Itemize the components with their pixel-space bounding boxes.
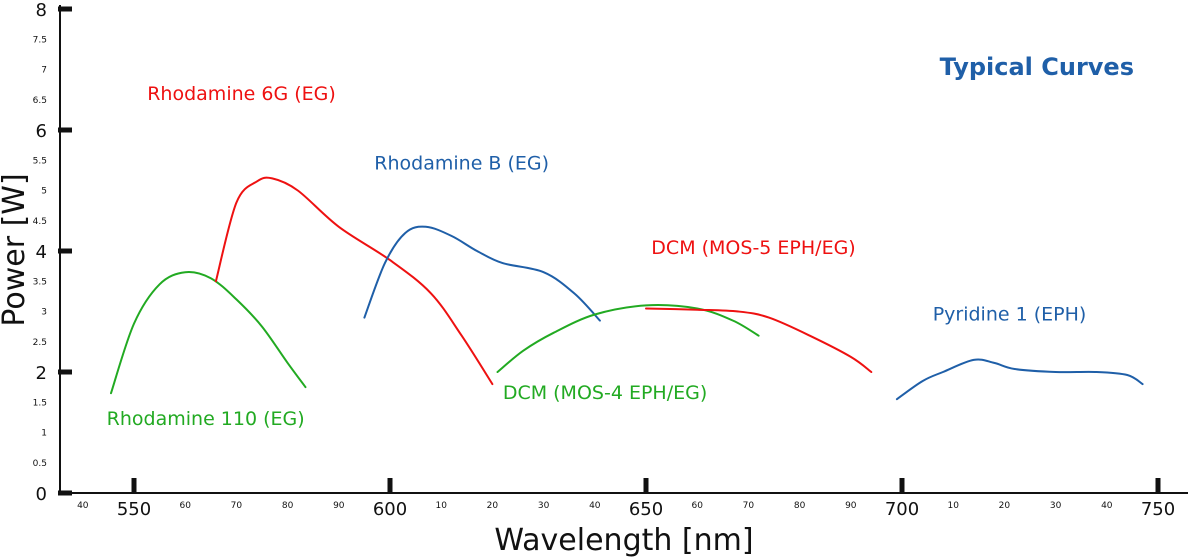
x-major-tick-label: 750 xyxy=(1141,499,1175,520)
x-minor-tick-label: 10 xyxy=(435,501,447,511)
x-minor-tick-label: 90 xyxy=(333,501,345,511)
y-minor-tick-label: 6.5 xyxy=(33,96,47,106)
y-minor-tick-label: 4.5 xyxy=(33,217,47,227)
x-axis-ticks: 550 600 650 700 750 40 60 70 80 90 10 20 30 40 60 70 80 9… xyxy=(77,478,1175,520)
x-minor-tick-label: 80 xyxy=(282,501,294,511)
x-minor-tick-label: 20 xyxy=(487,501,499,511)
y-major-tick-label: 6 xyxy=(36,121,47,142)
x-axis: 550 600 650 700 750 40 60 70 80 90 10 20 30 40 60 70 80 9… xyxy=(60,478,1188,520)
series-label-rhodamine-110-eg: Rhodamine 110 (EG) xyxy=(107,408,305,430)
series-label-rhodamine-b-eg: Rhodamine B (EG) xyxy=(374,152,549,174)
x-minor-tick-label: 70 xyxy=(231,501,243,511)
series-line-rhodamine-110-eg xyxy=(110,270,307,395)
y-minor-tick-label: 5.5 xyxy=(33,156,47,166)
x-minor-tick-label: 20 xyxy=(999,501,1011,511)
x-minor-tick-label: 40 xyxy=(1101,501,1113,511)
x-major-tick-label: 600 xyxy=(373,499,407,520)
x-major-tick-label: 700 xyxy=(885,499,919,520)
chart-title: Typical Curves xyxy=(940,53,1134,81)
series-label-pyridine-1-eph: Pyridine 1 (EPH) xyxy=(933,304,1087,326)
x-major-tick-label: 550 xyxy=(117,499,151,520)
x-minor-tick-label: 60 xyxy=(691,501,703,511)
y-major-tick-label: 0 xyxy=(36,484,47,505)
series-lines xyxy=(110,176,1144,401)
series-line-rhodamine-b-eg xyxy=(363,225,601,322)
x-minor-tick-label: 30 xyxy=(1050,501,1062,511)
y-major-tick-label: 2 xyxy=(36,363,47,384)
series-line-pyridine-1-eph xyxy=(895,358,1144,401)
x-minor-tick-label: 90 xyxy=(845,501,857,511)
series-line-dcm-mos-5-eph-eg xyxy=(645,307,873,373)
x-minor-tick-label: 10 xyxy=(947,501,959,511)
series-line-dcm-mos-4-eph-eg xyxy=(496,304,760,373)
y-axis-title: Power [W] xyxy=(0,173,32,326)
y-minor-tick-label: 1.5 xyxy=(33,398,47,408)
y-axis: 0 2 4 6 8 0.5 1 1.5 2.5 3 3.5 4.5 5 5.5 6.5 7 7.5 xyxy=(33,0,72,505)
y-minor-tick-label: 3.5 xyxy=(33,277,47,287)
x-minor-tick-label: 40 xyxy=(77,501,89,511)
x-minor-tick-label: 70 xyxy=(743,501,755,511)
x-axis-title: Wavelength [nm] xyxy=(494,523,753,557)
y-major-tick-label: 4 xyxy=(36,242,47,263)
series-label-dcm-mos-4-eph-eg: DCM (MOS-4 EPH/EG) xyxy=(503,382,707,404)
x-minor-tick-label: 40 xyxy=(589,501,601,511)
x-minor-tick-label: 30 xyxy=(538,501,550,511)
y-minor-tick-label: 7.5 xyxy=(33,35,47,45)
x-minor-tick-label: 60 xyxy=(179,501,191,511)
x-minor-tick-label: 80 xyxy=(794,501,806,511)
series-label-dcm-mos-5-eph-eg: DCM (MOS-5 EPH/EG) xyxy=(651,237,855,259)
y-minor-tick-label: 2.5 xyxy=(33,338,47,348)
y-minor-tick-label: 3 xyxy=(41,308,47,318)
series-label-rhodamine-6g-eg: Rhodamine 6G (EG) xyxy=(147,83,336,105)
y-minor-tick-label: 5 xyxy=(41,187,47,197)
y-major-tick-label: 8 xyxy=(36,0,47,21)
x-major-tick-label: 650 xyxy=(629,499,663,520)
y-minor-tick-label: 0.5 xyxy=(33,459,47,469)
series-line-rhodamine-6g-eg xyxy=(214,176,494,386)
y-minor-tick-label: 1 xyxy=(41,429,47,439)
y-axis-ticks: 0 2 4 6 8 0.5 1 1.5 2.5 3 3.5 4.5 5 5.5 6.5 7 7.5 xyxy=(33,0,72,505)
series-labels: Rhodamine 110 (EG) Rhodamine 6G (EG) Rhoda… xyxy=(107,83,1087,430)
y-minor-tick-label: 7 xyxy=(41,66,47,76)
